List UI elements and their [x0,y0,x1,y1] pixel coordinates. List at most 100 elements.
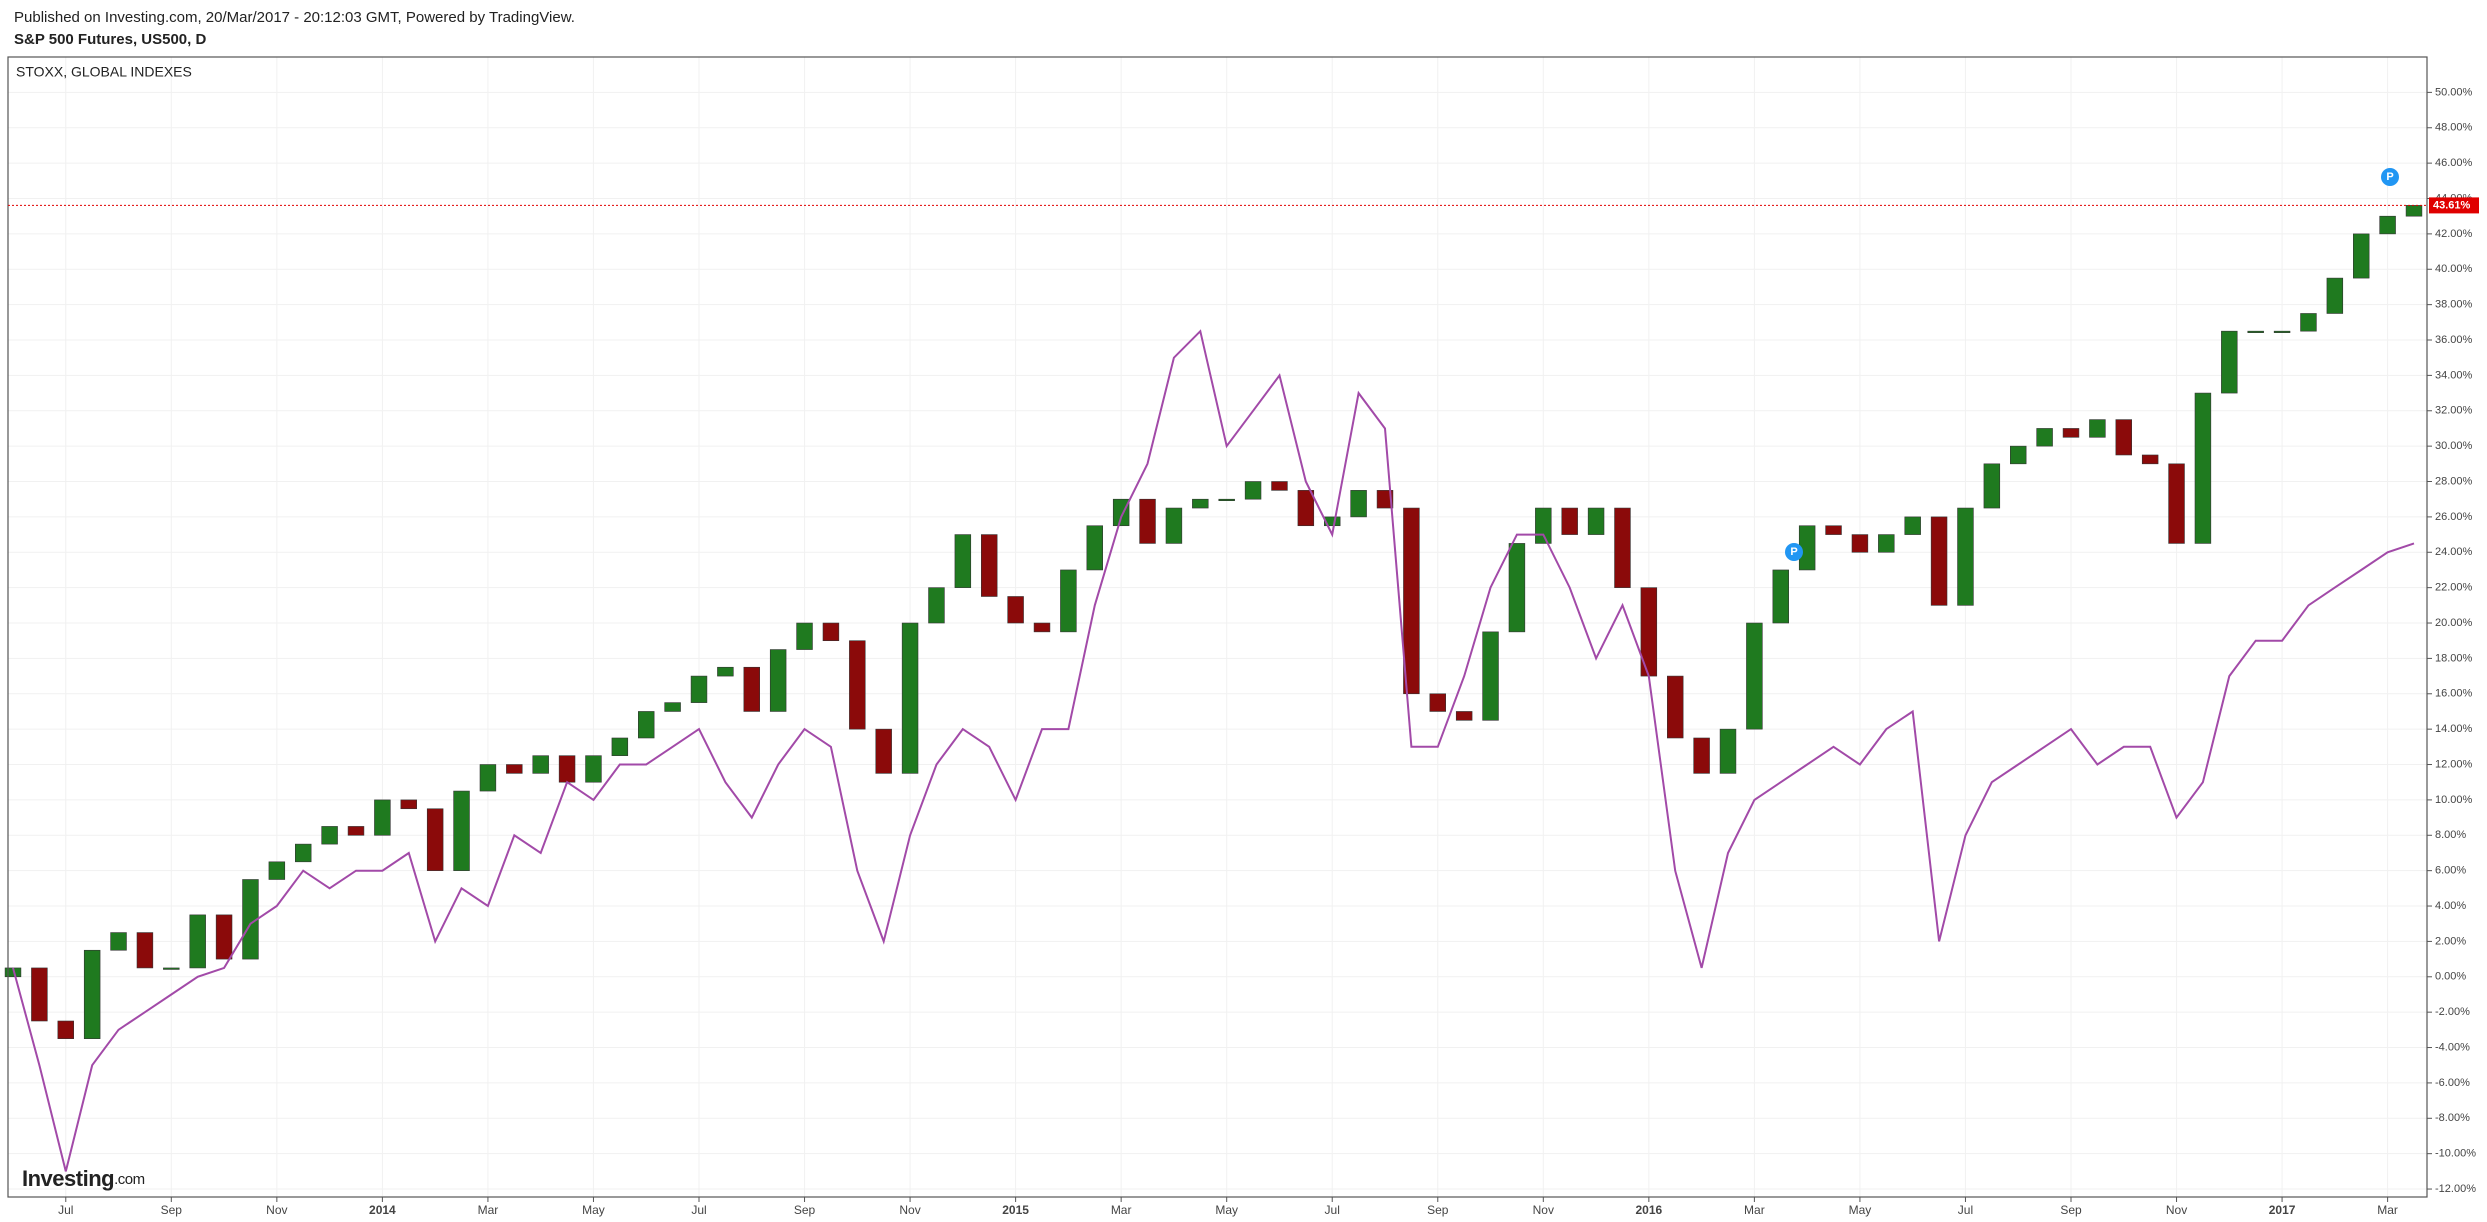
logo-suffix: .com [114,1171,145,1188]
last-price-label: 43.61% [2433,199,2471,211]
candle [479,764,497,792]
candle [110,932,127,951]
y-tick-label: -12.00% [2435,1183,2476,1195]
logo: Investing.com [22,1166,145,1191]
candle [2326,277,2344,314]
candle [374,799,391,836]
candle [1614,507,1631,588]
candle [400,799,417,810]
candle [2115,419,2132,456]
y-tick-label: -8.00% [2435,1112,2470,1124]
candle [506,764,523,774]
candle [1007,596,1024,624]
candle [1139,498,1156,544]
candle [1957,507,1974,606]
plot-frame [7,56,2428,1198]
candle [664,702,681,712]
candle [611,737,629,756]
y-tick-label: 24.00% [2435,546,2473,558]
x-tick-label: Sep [161,1203,183,1217]
candle [690,675,708,703]
candle [638,711,655,739]
y-tick-label: 2.00% [2435,935,2466,947]
event-marker-label: P [2386,171,2393,183]
y-tick-label: 50.00% [2435,86,2473,98]
candle [57,1020,74,1039]
candle [163,967,180,970]
y-tick-label: 0.00% [2435,971,2466,983]
candle [1561,507,1578,535]
x-tick-label: May [1215,1203,1238,1217]
candle [769,649,787,712]
candle [1693,737,1710,774]
x-tick-label: May [582,1203,605,1217]
candle [2247,330,2264,333]
candle [1244,481,1262,500]
candle [1772,569,1789,624]
candle [1324,516,1341,527]
y-tick-label: 42.00% [2435,228,2473,240]
candle [1904,516,1921,535]
candle [453,790,470,871]
candle [1112,498,1130,527]
candle [2089,419,2106,438]
y-tick-label: 14.00% [2435,723,2473,735]
x-tick-label: Nov [266,1203,287,1217]
candle [1192,498,1209,509]
candle [2036,428,2053,447]
x-tick-label: Jul [58,1203,73,1217]
candle [954,534,972,588]
x-tick-label: Nov [899,1203,920,1217]
event-marker-dot [2381,168,2399,186]
candle [981,534,998,597]
candle [1060,569,1077,633]
event-marker-dot [1785,543,1803,561]
publish-note: Published on Investing.com, 20/Mar/2017 … [14,9,575,26]
candle [1086,525,1103,571]
candle [1851,534,1869,553]
y-tick-label: 46.00% [2435,157,2473,169]
candle [1218,498,1235,502]
candle [2221,330,2238,394]
candle [558,755,576,783]
y-tick-label: 20.00% [2435,617,2473,629]
y-tick-label: -2.00% [2435,1006,2470,1018]
y-tick-label: -4.00% [2435,1041,2470,1053]
legend-entry: STOXX, GLOBAL INDEXES [16,64,192,80]
event-marker: P [1785,543,1803,561]
candle [1297,490,1315,527]
y-tick-label: 10.00% [2435,794,2473,806]
y-tick-label: 40.00% [2435,263,2473,275]
x-tick-label: Mar [2377,1203,2398,1217]
y-tick-label: 22.00% [2435,582,2473,594]
candle [1878,534,1895,553]
candle [83,949,101,1039]
candle [1746,622,1763,730]
x-tick-label: Mar [1111,1203,1132,1217]
candle [2141,454,2159,465]
x-tick-label: Mar [1744,1203,1765,1217]
candle [849,640,866,730]
x-tick-label: 2014 [369,1203,396,1217]
x-tick-label: 2016 [1635,1203,1662,1217]
candle [1983,463,2001,509]
plot [4,205,2423,1172]
candle [426,808,444,871]
line-series [12,329,2415,1172]
x-tick-label: Mar [478,1203,499,1217]
event-marker: P [2381,168,2399,186]
candle [1350,490,1367,518]
y-tick-label: 30.00% [2435,440,2473,452]
candle [215,914,233,960]
candle [1403,507,1420,695]
x-tick-label: May [1849,1203,1872,1217]
y-tick-label: 28.00% [2435,475,2473,487]
candle [1033,622,1051,633]
candle [1667,675,1684,739]
candle [2379,215,2396,235]
candle [1587,507,1605,535]
y-tick-label: 4.00% [2435,900,2466,912]
candle [875,728,892,774]
x-tick-label: Sep [794,1203,816,1217]
